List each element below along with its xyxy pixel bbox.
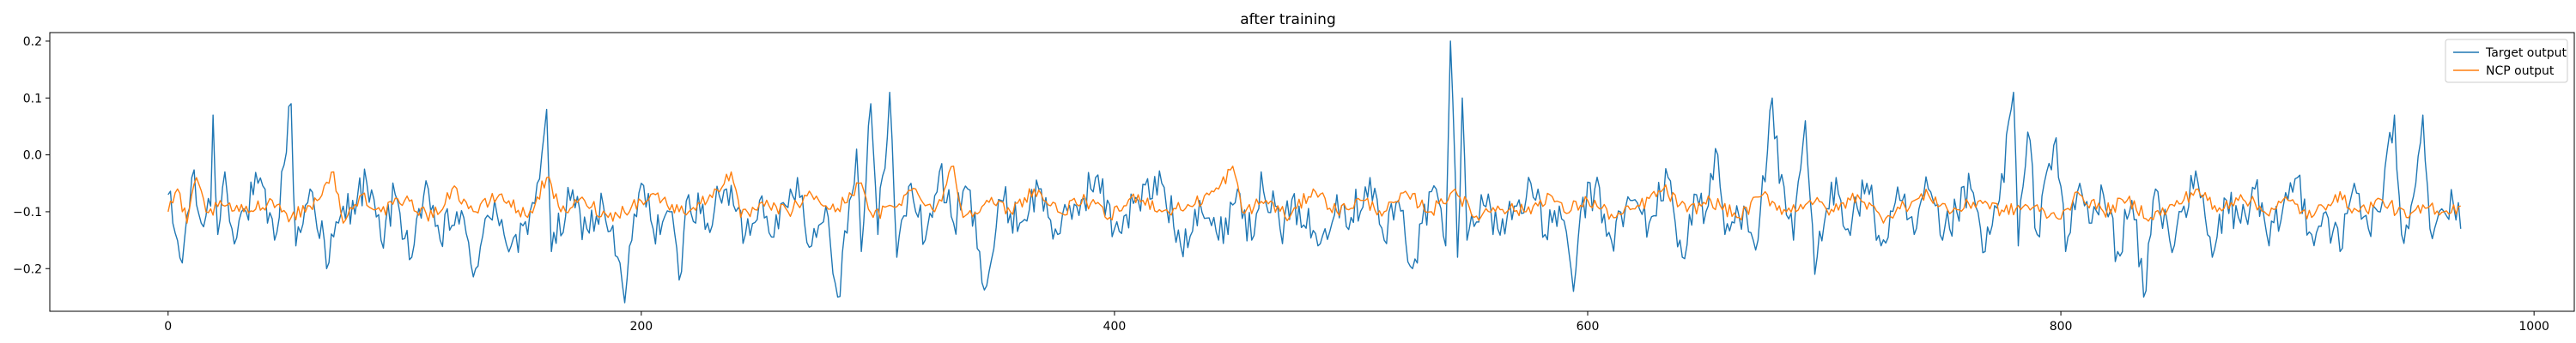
x-tick-label: 200: [629, 320, 653, 334]
legend-box: [2445, 39, 2568, 83]
legend-label: Target output: [2485, 46, 2567, 60]
y-tick-label: 0.2: [23, 35, 42, 49]
y-tick-label: 0.1: [23, 92, 42, 105]
x-tick-label: 1000: [2518, 320, 2549, 334]
x-tick-label: 0: [164, 320, 172, 334]
x-tick-label: 600: [1577, 320, 1600, 334]
legend: Target output NCP output: [2445, 39, 2568, 83]
plot-area: [167, 40, 2462, 304]
y-tick-label: −0.2: [13, 262, 42, 276]
y-tick-label: 0.0: [23, 149, 42, 163]
series-line-target-output: [167, 40, 2462, 304]
axes: 0 200 400 600 800 1000 −0.2 −0.1 0.0 0.1 0.2: [13, 32, 2575, 334]
series-line-ncp-output: [167, 165, 2461, 224]
legend-label: NCP output: [2486, 64, 2555, 78]
y-tick-label: −0.1: [13, 206, 42, 220]
x-tick-label: 800: [2050, 320, 2073, 334]
chart-title: after training: [1240, 11, 1335, 28]
axes-frame: [49, 32, 2575, 312]
x-tick-label: 400: [1103, 320, 1127, 334]
